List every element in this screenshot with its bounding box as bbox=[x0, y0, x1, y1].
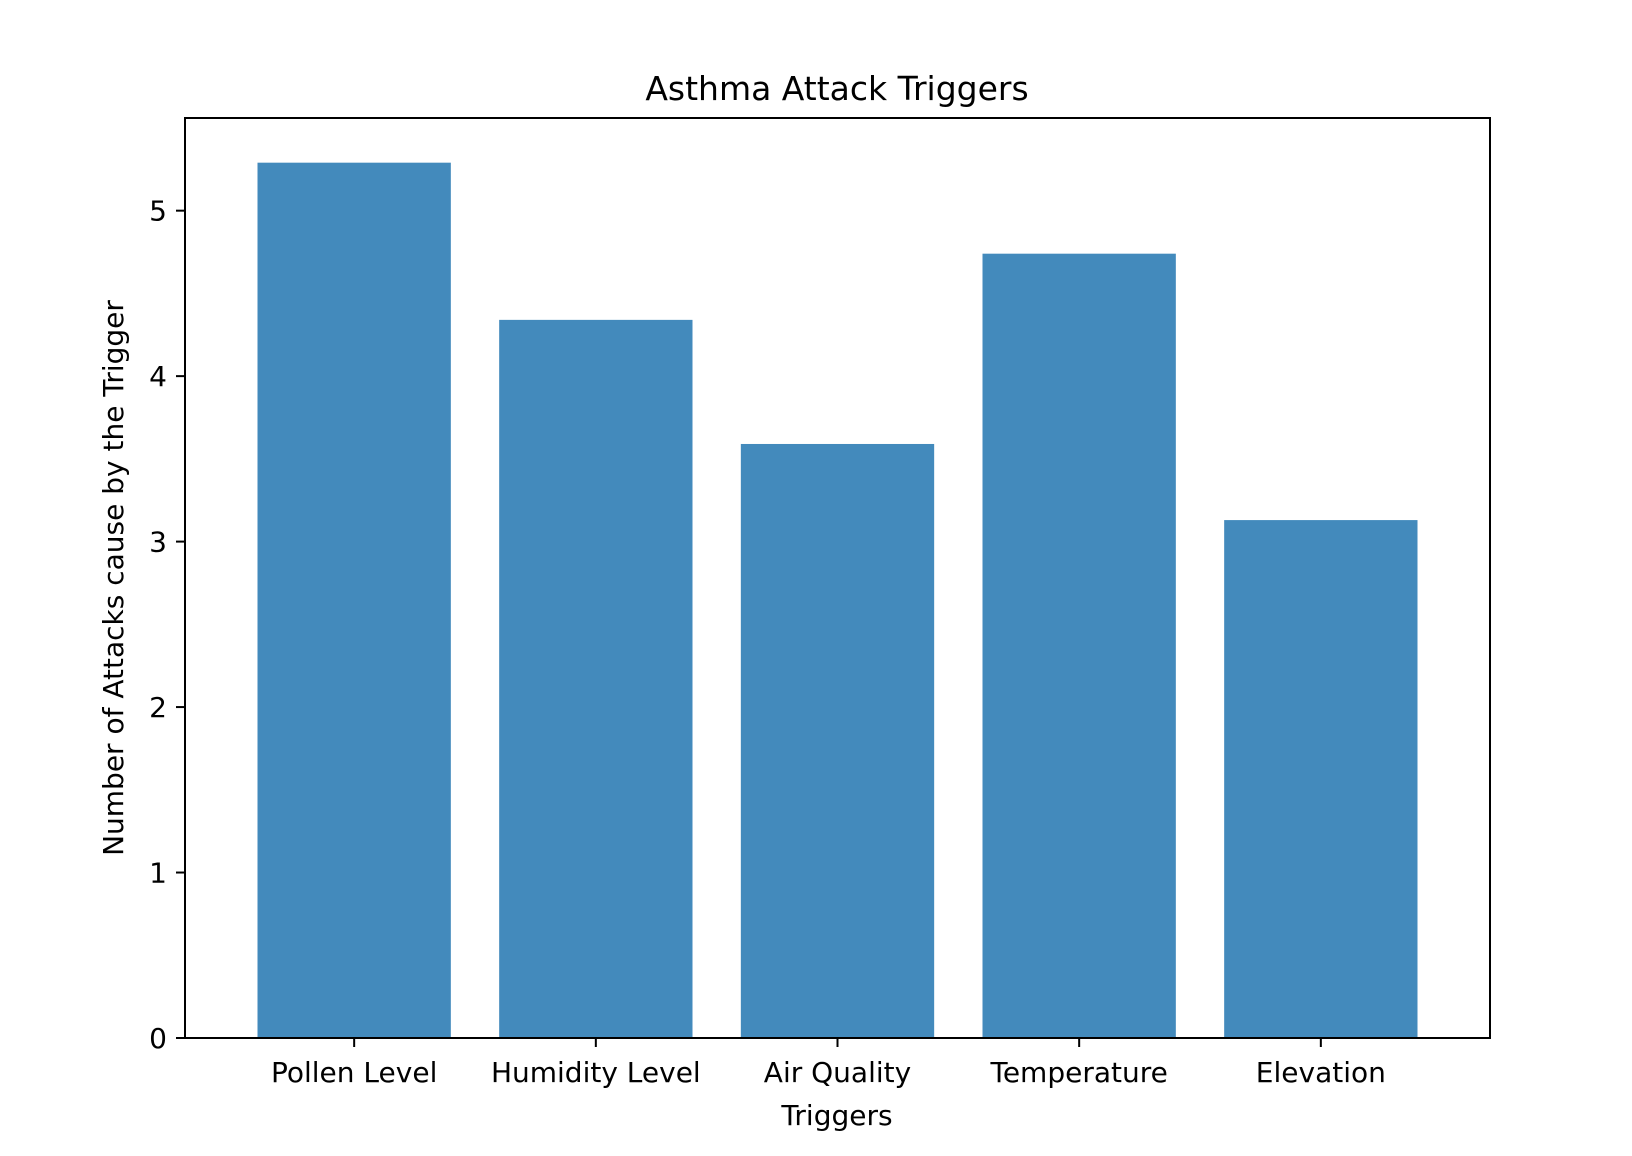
y-tick-label-1: 1 bbox=[149, 857, 167, 890]
bar-0 bbox=[257, 162, 451, 1038]
chart-title: Asthma Attack Triggers bbox=[645, 69, 1028, 108]
y-tick-label-4: 4 bbox=[149, 360, 167, 393]
x-tick-label-0: Pollen Level bbox=[271, 1056, 437, 1089]
bar-1 bbox=[499, 319, 693, 1039]
bars-layer bbox=[257, 162, 1418, 1039]
y-tick-label-0: 0 bbox=[149, 1022, 167, 1055]
y-tick-label-5: 5 bbox=[149, 195, 167, 228]
x-tick-label-1: Humidity Level bbox=[491, 1056, 701, 1089]
y-tick-label-2: 2 bbox=[149, 691, 167, 724]
y-axis-ticks: 0 1 2 3 4 5 bbox=[149, 195, 185, 1055]
x-tick-label-4: Elevation bbox=[1256, 1056, 1386, 1089]
bar-4 bbox=[1224, 520, 1418, 1038]
bar-2 bbox=[740, 443, 935, 1039]
x-axis-label: Triggers bbox=[780, 1099, 892, 1132]
bar-3 bbox=[982, 253, 1176, 1038]
y-axis-label: Number of Attacks cause by the Trigger bbox=[97, 300, 130, 856]
x-tick-label-3: Temperature bbox=[989, 1056, 1167, 1089]
x-axis-ticks: Pollen Level Humidity Level Air Quality Tem… bbox=[271, 1038, 1386, 1089]
y-tick-label-3: 3 bbox=[149, 526, 167, 559]
x-tick-label-2: Air Quality bbox=[764, 1056, 911, 1089]
